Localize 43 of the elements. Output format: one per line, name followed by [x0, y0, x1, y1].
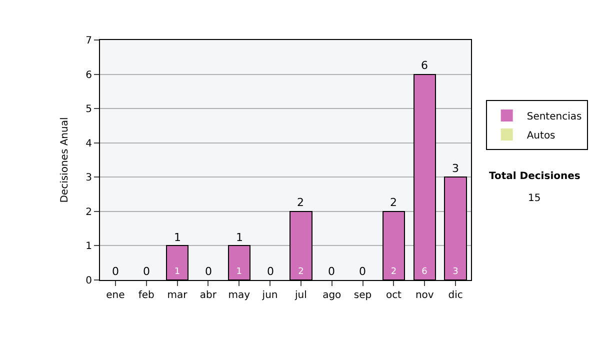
y-tick-label: 5 [86, 104, 92, 116]
total-label: 1 [174, 231, 181, 244]
data-label: 6 [422, 267, 428, 277]
total-label: 0 [328, 265, 335, 278]
x-tick-label: dic [448, 290, 463, 301]
y-tick-label: 2 [86, 206, 92, 218]
data-label: 1 [236, 267, 242, 277]
total-label: 2 [297, 196, 304, 209]
data-label: 3 [452, 267, 458, 277]
total-label: 0 [112, 265, 119, 278]
x-tick-label: mar [167, 290, 188, 301]
total-label: 0 [143, 265, 150, 278]
x-tick-label: oct [386, 290, 402, 301]
x-tick-label: jul [294, 290, 307, 301]
total-label: 2 [390, 196, 397, 209]
y-axis-title: Decisiones Anual [60, 117, 71, 203]
text: 15 [528, 193, 541, 204]
total-label: 0 [359, 265, 366, 278]
x-tick-label: abr [200, 290, 218, 301]
x-tick-label: ene [106, 290, 125, 301]
data-label: 2 [298, 267, 304, 277]
y-tick-label: 7 [86, 36, 92, 46]
legend-label: Sentencias [526, 111, 582, 122]
legend-label: Autos [526, 130, 556, 142]
total-label: 3 [452, 162, 459, 175]
y-tick-label: 4 [86, 138, 92, 150]
data-label: 2 [390, 267, 397, 277]
x-tick-label: may [228, 290, 250, 301]
x-tick-label: nov [415, 290, 434, 301]
x-tick-label: sep [354, 290, 372, 301]
total-label: 1 [236, 231, 243, 244]
y-tick-label: 0 [86, 276, 92, 286]
x-tick-label: feb [138, 290, 154, 301]
x-tick-label: jun [261, 290, 278, 301]
x-tick-label: ago [322, 290, 342, 301]
y-tick-label: 3 [86, 172, 92, 184]
total-label: 0 [205, 265, 212, 278]
data-label: 1 [174, 267, 180, 277]
total-label: 6 [421, 59, 428, 72]
total-label: 0 [267, 265, 274, 278]
text: Total Decisiones [489, 171, 580, 182]
y-tick-label: 1 [86, 241, 92, 252]
y-tick-label: 6 [86, 70, 92, 81]
